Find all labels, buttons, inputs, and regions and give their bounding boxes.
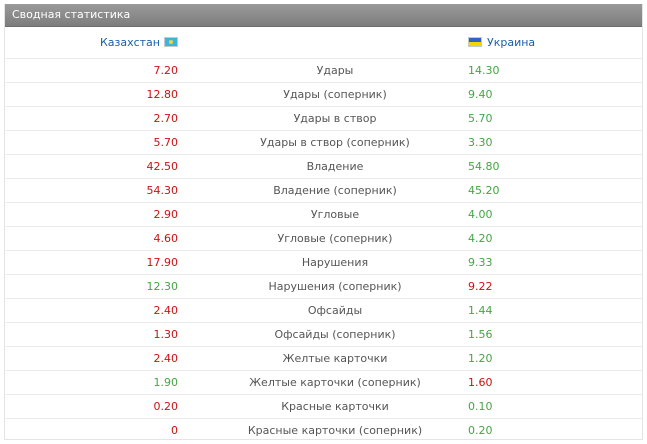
stat-row: 1.30 Офсайды (соперник) 1.56 [5,323,642,347]
away-stat-value: 1.56 [468,328,493,341]
stat-label: Красные карточки [281,400,389,413]
home-stat-value: 0 [171,424,178,437]
ukraine-flag-icon [468,37,482,47]
home-team-name[interactable]: Казахстан [99,36,160,49]
home-team[interactable]: Казахстан [100,27,178,59]
away-stat-value: 1.44 [468,304,493,317]
stat-row: 17.90 Нарушения 9.33 [5,251,642,275]
away-stat-value: 1.60 [468,376,493,389]
away-stat-value: 45.20 [468,184,500,197]
away-team-name[interactable]: Украина [487,36,536,49]
home-stat-value: 2.70 [153,112,179,125]
away-stat-value: 4.20 [468,232,493,245]
stat-label: Угловые (соперник) [277,232,393,245]
away-stat-value: 5.70 [468,112,493,125]
away-stat-value: 0.20 [468,424,493,437]
home-stat-value: 5.70 [153,136,179,149]
stat-row: 4.60 Угловые (соперник) 4.20 [5,227,642,251]
stat-row: 2.40 Желтые карточки 1.20 [5,347,642,371]
home-stat-value: 17.90 [146,256,179,269]
stat-label: Удары в створ (соперник) [260,136,410,149]
home-stat-value: 12.80 [146,88,179,101]
summary-stats-panel: Сводная статистика Казахстан Украина 7.2… [4,4,643,440]
stat-row: 42.50 Владение 54.80 [5,155,642,179]
stat-label: Офсайды (соперник) [274,328,396,341]
home-stat-value: 12.30 [146,280,179,293]
away-stat-value: 54.80 [468,160,500,173]
stat-row: 2.70 Удары в створ 5.70 [5,107,642,131]
home-stat-value: 1.30 [153,328,179,341]
teams-row: Казахстан Украина [5,27,642,59]
stat-row: 2.90 Угловые 4.00 [5,203,642,227]
home-stat-value: 4.60 [153,232,179,245]
panel-title: Сводная статистика [5,4,642,27]
stat-row: 0.20 Красные карточки 0.10 [5,395,642,419]
home-stat-value: 0.20 [153,400,179,413]
stat-label: Желтые карточки (соперник) [249,376,421,389]
home-stat-value: 1.90 [153,376,179,389]
away-stat-value: 9.40 [468,88,493,101]
away-stat-value: 4.00 [468,208,493,221]
stat-label: Желтые карточки [282,352,388,365]
home-stat-value: 42.50 [146,160,179,173]
stat-label: Владение [306,160,364,173]
stat-label: Нарушения (соперник) [268,280,402,293]
away-stat-value: 9.33 [468,256,493,269]
away-stat-value: 3.30 [468,136,493,149]
stat-row: 1.90 Желтые карточки (соперник) 1.60 [5,371,642,395]
stat-row: 54.30 Владение (соперник) 45.20 [5,179,642,203]
stat-label: Владение (соперник) [273,184,397,197]
stat-row: 12.30 Нарушения (соперник) 9.22 [5,275,642,299]
away-stat-value: 14.30 [468,64,500,77]
kazakhstan-flag-icon [164,37,178,47]
stat-row: 0 Красные карточки (соперник) 0.20 [5,419,642,439]
stat-row: 2.40 Офсайды 1.44 [5,299,642,323]
home-stat-value: 54.30 [146,184,179,197]
stat-label: Угловые [310,208,360,221]
stat-row: 12.80 Удары (соперник) 9.40 [5,83,642,107]
stat-row: 7.20 Удары 14.30 [5,59,642,83]
stat-row: 5.70 Удары в створ (соперник) 3.30 [5,131,642,155]
stats-table-body: 7.20 Удары 14.30 12.80 Удары (соперник) 9.40 2… [5,59,642,439]
home-stat-value: 2.40 [153,304,179,317]
home-stat-value: 2.90 [153,208,179,221]
away-stat-value: 1.20 [468,352,493,365]
home-stat-value: 7.20 [153,64,179,77]
away-stat-value: 9.22 [468,280,493,293]
stat-label: Удары [316,64,354,77]
stat-label: Нарушения [301,256,369,269]
stat-label: Удары (соперник) [283,88,387,101]
away-team[interactable]: Украина [468,27,535,59]
stat-label: Удары в створ [293,112,377,125]
stat-label: Офсайды [307,304,363,317]
away-stat-value: 0.10 [468,400,493,413]
home-stat-value: 2.40 [153,352,179,365]
stat-label: Красные карточки (соперник) [247,424,423,437]
